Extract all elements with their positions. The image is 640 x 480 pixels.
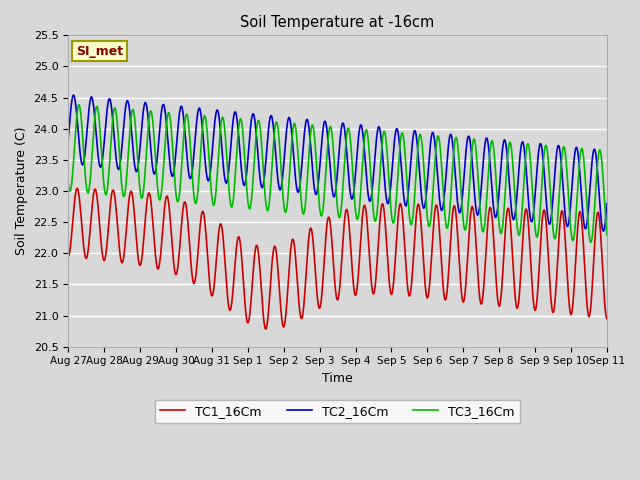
Y-axis label: Soil Temperature (C): Soil Temperature (C) [15, 127, 28, 255]
TC1_16Cm [64, 253, 72, 259]
TC2_16Cm [128, 136, 136, 142]
TC1_16Cm [603, 316, 611, 322]
TC1_16Cm [262, 326, 269, 332]
TC3_16Cm [106, 151, 114, 156]
TC3_16Cm [587, 240, 595, 245]
TC3_16Cm [314, 184, 322, 190]
TC1_16Cm [106, 204, 114, 209]
TC1_16Cm [294, 281, 301, 287]
Text: SI_met: SI_met [76, 45, 124, 58]
TC2_16Cm [70, 92, 77, 98]
TC2_16Cm [314, 183, 322, 189]
TC2_16Cm [293, 187, 301, 193]
TC3_16Cm [75, 102, 83, 108]
TC1_16Cm [128, 191, 136, 197]
TC1_16Cm [314, 302, 322, 308]
X-axis label: Time: Time [322, 372, 353, 385]
Line: TC2_16Cm: TC2_16Cm [68, 95, 607, 231]
TC3_16Cm [128, 108, 136, 113]
TC2_16Cm [371, 152, 379, 157]
TC3_16Cm [371, 218, 379, 224]
Line: TC3_16Cm: TC3_16Cm [68, 105, 607, 242]
TC3_16Cm [293, 139, 301, 145]
TC2_16Cm [305, 120, 312, 126]
TC2_16Cm [64, 136, 72, 142]
TC3_16Cm [64, 180, 72, 186]
TC2_16Cm [603, 201, 611, 206]
Line: TC1_16Cm: TC1_16Cm [68, 188, 607, 329]
TC1_16Cm [305, 237, 312, 242]
TC1_16Cm [372, 280, 380, 286]
TC2_16Cm [600, 228, 607, 234]
TC3_16Cm [305, 161, 312, 167]
Title: Soil Temperature at -16cm: Soil Temperature at -16cm [241, 15, 435, 30]
TC1_16Cm [74, 185, 81, 191]
TC3_16Cm [603, 232, 611, 238]
Legend: TC1_16Cm, TC2_16Cm, TC3_16Cm: TC1_16Cm, TC2_16Cm, TC3_16Cm [156, 400, 520, 423]
TC2_16Cm [106, 97, 114, 103]
